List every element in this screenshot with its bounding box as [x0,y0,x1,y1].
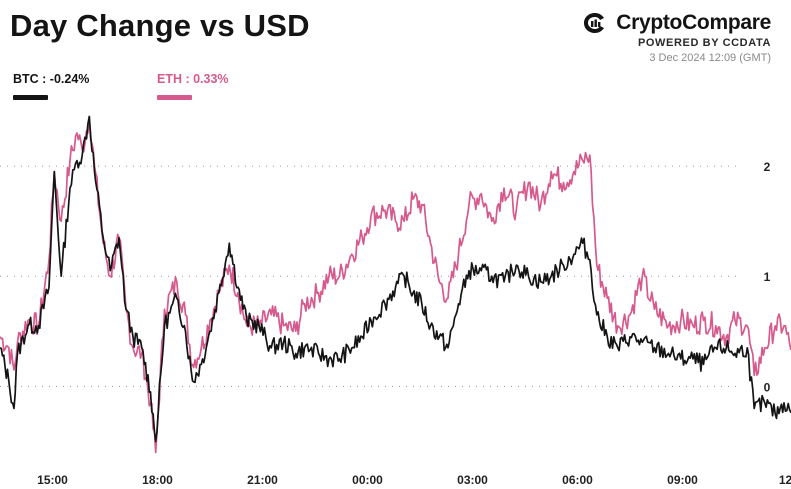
legend-eth-label: ETH : 0.33% [157,72,229,86]
x-tick-label: 15:00 [37,473,68,487]
y-tick-label: 1 [764,270,771,284]
x-tick-label: 03:00 [457,473,488,487]
legend-eth-swatch [157,95,192,100]
series-line-eth [0,115,791,454]
y-axis: 0 1 2 [764,160,771,394]
y-tick-label: 2 [764,160,771,174]
series-line-btc [0,115,791,443]
x-tick-label: 21:00 [247,473,278,487]
chart-title: Day Change vs USD [10,8,310,43]
cryptocompare-logo-icon [584,13,605,33]
brand-row: CryptoCompare [581,10,771,36]
x-tick-label: 00:00 [352,473,383,487]
x-tick-label: 09:00 [667,473,698,487]
brand-block: CryptoCompare POWERED BY CCDATA 3 Dec 20… [581,10,771,64]
x-tick-label: 06:00 [562,473,593,487]
timestamp: 3 Dec 2024 12:09 (GMT) [649,52,771,64]
x-tick-label: 18:00 [142,473,173,487]
brand-name: CryptoCompare [616,11,771,34]
y-tick-label: 0 [764,380,771,394]
chart-series [0,115,791,454]
legend-btc-label: BTC : -0.24% [13,72,90,86]
chart-gridlines [0,165,740,387]
legend-eth[interactable]: ETH : 0.33% [157,72,229,100]
legend-btc-swatch [13,95,48,100]
brand-tagline: POWERED BY CCDATA [637,37,771,49]
legend-btc[interactable]: BTC : -0.24% [13,72,89,100]
x-axis: 15:00 18:00 21:00 00:00 03:00 06:00 09:00 12: [37,473,791,487]
x-tick-label: 12: [779,473,791,487]
